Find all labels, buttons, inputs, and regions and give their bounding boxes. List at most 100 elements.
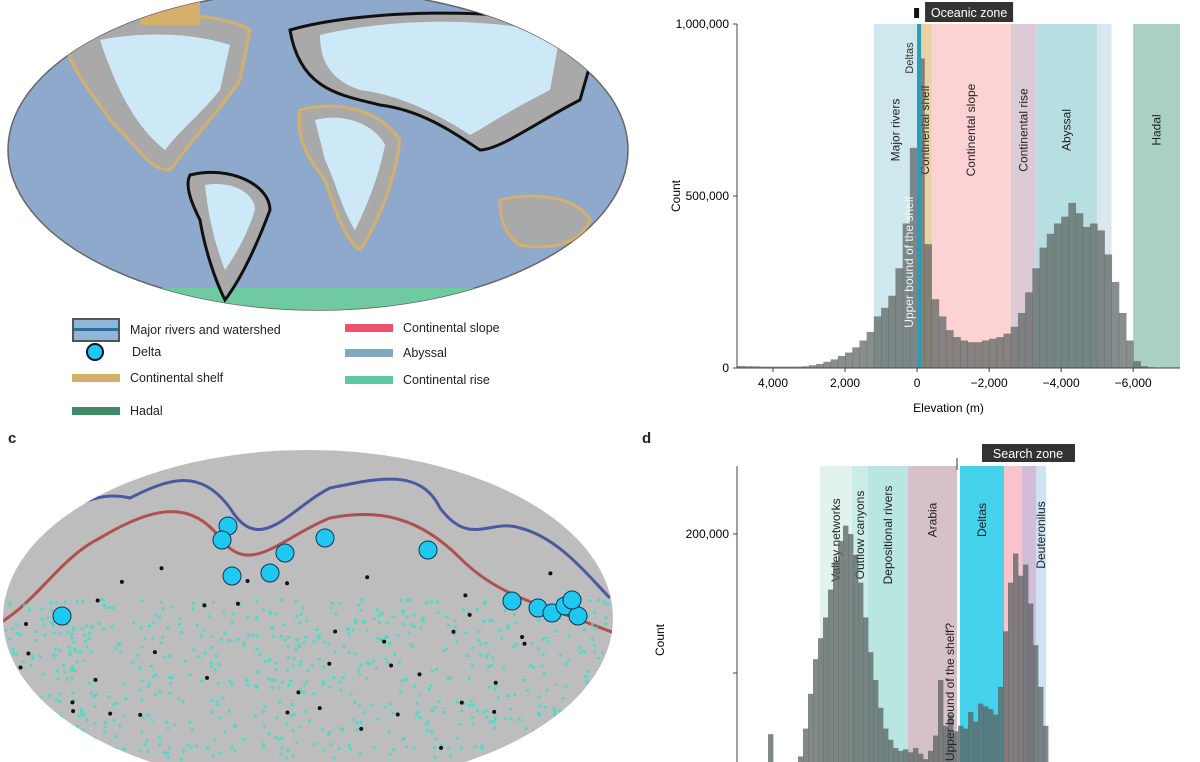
mars-dot [47, 694, 51, 698]
mars-dot [61, 737, 65, 741]
histogram-bar [768, 734, 774, 762]
mars-dot [274, 736, 278, 740]
histogram-bar [948, 714, 954, 762]
histogram-bar [816, 363, 824, 368]
mars-dot [353, 652, 357, 656]
x-tick-label: −6,000 [1115, 376, 1152, 390]
mars-dot [322, 665, 326, 669]
mars-dot [195, 744, 199, 748]
mars-dot [541, 637, 545, 641]
mars-dot [200, 634, 204, 638]
mars-dot [241, 737, 245, 741]
mars-dot [485, 715, 489, 719]
mars-black-dot [119, 579, 124, 584]
histogram-bar [1082, 226, 1091, 368]
mars-dot [223, 730, 227, 734]
mars-dot [150, 718, 154, 722]
histogram-bar [968, 711, 974, 762]
histogram-bar [933, 735, 939, 762]
mars-black-dot [24, 621, 29, 626]
mars-dot [233, 723, 237, 727]
mars-dot [582, 628, 586, 632]
mars-dot [50, 608, 54, 612]
mars-dot [538, 704, 542, 708]
mars-dot [79, 650, 83, 654]
mars-dot [282, 623, 286, 627]
mars-dot [262, 742, 266, 746]
mars-dot [512, 644, 516, 648]
histogram-bar [794, 366, 803, 368]
mars-dot [89, 691, 93, 695]
histogram-bar [1118, 312, 1127, 368]
mars-black-dot [95, 598, 100, 603]
mars-dot [22, 700, 26, 704]
mars-dot [375, 667, 379, 671]
upper-bound-label: Upper bound of the shelf [902, 196, 916, 328]
mars-dot [15, 653, 19, 657]
histogram-bar [808, 693, 814, 762]
mars-dot [210, 698, 214, 702]
mars-dot [315, 627, 319, 631]
mars-dot [537, 695, 541, 699]
mars-dot [14, 730, 18, 734]
mars-dot [449, 676, 453, 680]
histogram-bar [993, 714, 999, 762]
mars-dot [459, 745, 463, 749]
mars-dot [214, 654, 218, 658]
mars-dot [514, 621, 518, 625]
mars-dot [85, 718, 89, 722]
mars-dot [409, 623, 413, 627]
mars-dot [139, 626, 143, 630]
oceanic-zone-box [925, 2, 1014, 22]
mars-dot [242, 641, 246, 645]
mars-dot [411, 645, 415, 649]
mars-black-dot [493, 680, 498, 685]
mars-dot [532, 665, 536, 669]
mars-dot [140, 599, 144, 603]
mars-black-dot [93, 677, 98, 682]
mars-dot [399, 689, 403, 693]
mars-dot [384, 657, 388, 661]
histogram-bar [1053, 223, 1062, 368]
mars-surface [3, 450, 613, 762]
mars-dot [112, 718, 116, 722]
elevation-histogram-earth: Major rivers Continental shelf Continental… [669, 2, 1180, 415]
mars-black-dot [159, 566, 164, 571]
mars-delta-marker [212, 530, 232, 550]
mars-dot [566, 659, 570, 663]
mars-dot [14, 622, 18, 626]
mars-dot [369, 703, 373, 707]
mars-black-dot [245, 578, 250, 583]
mars-dot [479, 653, 483, 657]
mars-dot [290, 714, 294, 718]
mars-dot [433, 755, 437, 759]
mars-dot [284, 756, 288, 760]
mars-dot [311, 664, 315, 668]
mars-dot [471, 722, 475, 726]
mars-dot [40, 607, 44, 611]
mars-dot [72, 628, 76, 632]
mars-dot [148, 681, 152, 685]
mars-dot [388, 702, 392, 706]
mars-dot [180, 630, 184, 634]
mars-dot [430, 669, 434, 673]
mars-dot [291, 754, 295, 758]
mars-dot [230, 621, 234, 625]
mars-dot [297, 643, 301, 647]
mars-dot [342, 645, 346, 649]
mars-dot [159, 641, 163, 645]
mars-dot [582, 649, 586, 653]
histogram-bar [898, 750, 904, 762]
mars-dot [354, 621, 358, 625]
histogram-bar [1013, 553, 1019, 762]
mars-dot [412, 746, 416, 750]
histogram-bar [803, 728, 809, 762]
mars-dot [449, 754, 453, 758]
mars-dot [97, 621, 101, 625]
mars-dot [360, 598, 364, 602]
mars-dot [555, 682, 559, 686]
mars-dot [207, 614, 211, 618]
africa-watershed [315, 117, 385, 230]
mars-dot [279, 598, 283, 602]
mars-dot [424, 723, 428, 727]
